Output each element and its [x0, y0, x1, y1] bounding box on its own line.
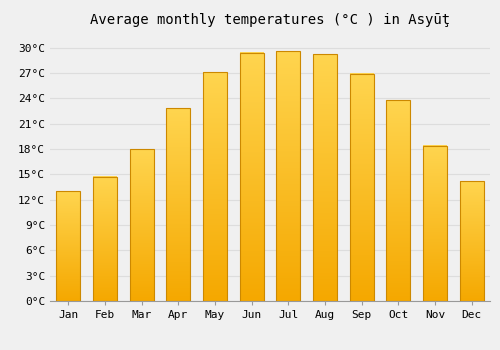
Bar — [130, 149, 154, 301]
Bar — [56, 191, 80, 301]
Bar — [203, 72, 227, 301]
Bar — [166, 108, 190, 301]
Bar — [350, 74, 374, 301]
Bar — [386, 100, 410, 301]
Bar — [313, 54, 337, 301]
Bar — [460, 181, 483, 301]
Bar — [276, 51, 300, 301]
Bar — [423, 146, 447, 301]
Bar — [93, 177, 117, 301]
Bar — [240, 53, 264, 301]
Title: Average monthly temperatures (°C ) in Asyūţ: Average monthly temperatures (°C ) in As… — [90, 13, 450, 27]
